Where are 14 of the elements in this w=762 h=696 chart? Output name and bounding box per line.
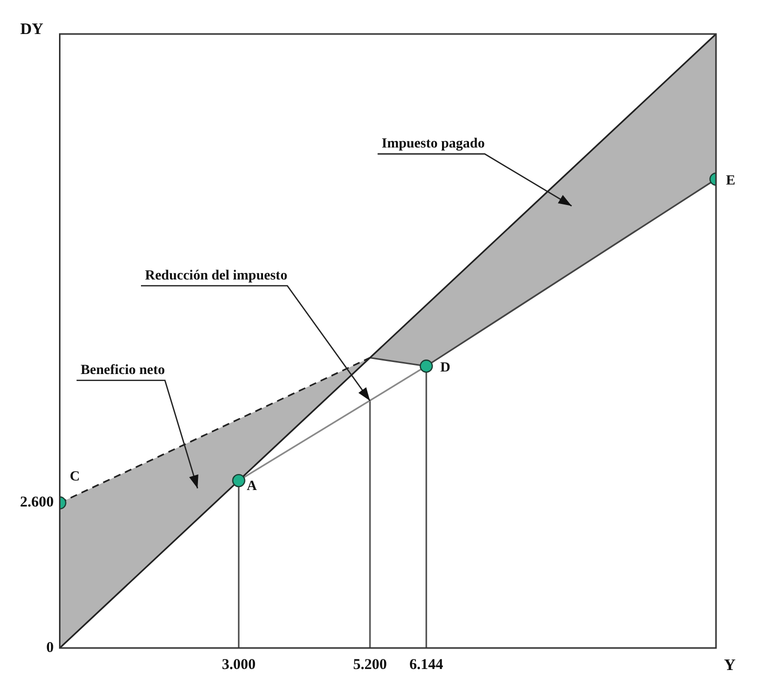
annotation: D: [440, 360, 450, 376]
annotation: Reducción del impuesto: [144, 268, 288, 284]
y-tick-label: 0: [46, 640, 54, 656]
annotation: A: [246, 479, 258, 494]
annotation: Impuesto pagado: [382, 136, 485, 152]
x-axis-title: Y: [724, 657, 736, 674]
y-axis-title: DY: [20, 21, 44, 38]
annotation: E: [726, 174, 736, 189]
x-tick-label: 3.000: [222, 656, 256, 673]
annotation: Beneficio neto: [80, 362, 165, 378]
x-tick-label: 5.200: [353, 656, 387, 673]
x-tick-label: 6.144: [409, 656, 444, 673]
y-tick-label: 2.600: [20, 494, 54, 511]
annotation: C: [70, 469, 80, 484]
